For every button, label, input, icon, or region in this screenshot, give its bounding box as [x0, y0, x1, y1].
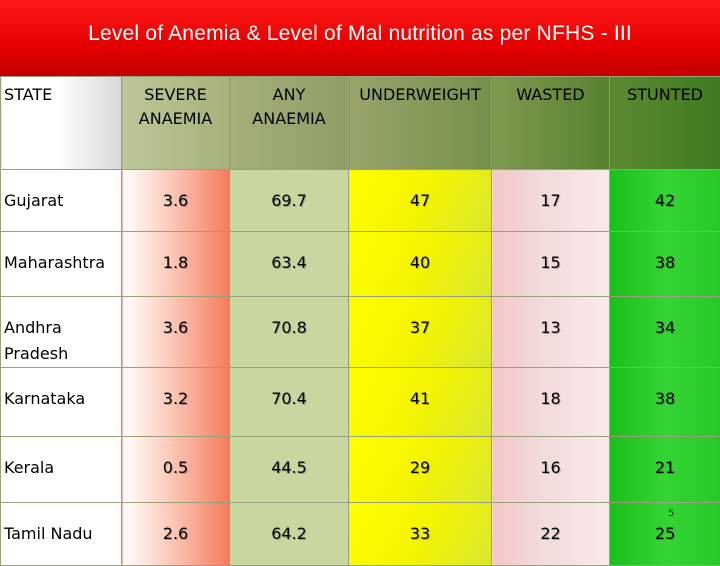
table-row: Kerala 0.5 44.5 29 16 21 — [1, 437, 720, 503]
header-stunted: STUNTED — [610, 77, 720, 170]
cell-stunted: 38 — [610, 368, 720, 437]
table-row: Andhra Pradesh 3.6 70.8 37 13 34 — [1, 297, 720, 368]
cell-underweight: 29 — [349, 437, 492, 503]
cell-stunted: 42 — [610, 170, 720, 232]
cell-underweight: 41 — [349, 368, 492, 437]
cell-state: Karnataka — [1, 368, 122, 437]
cell-wasted: 22 — [492, 503, 610, 566]
cell-state: Tamil Nadu — [1, 503, 122, 566]
header-wasted: WASTED — [492, 77, 610, 170]
cell-state: Kerala — [1, 437, 122, 503]
cell-severe-anaemia: 3.2 — [122, 368, 230, 437]
cell-underweight: 37 — [349, 297, 492, 368]
cell-underweight: 33 — [349, 503, 492, 566]
cell-any-anaemia: 44.5 — [230, 437, 349, 503]
cell-wasted: 18 — [492, 368, 610, 437]
cell-any-anaemia: 69.7 — [230, 170, 349, 232]
cell-state: Maharashtra — [1, 232, 122, 297]
cell-wasted: 17 — [492, 170, 610, 232]
table-row: Maharashtra 1.8 63.4 40 15 38 — [1, 232, 720, 297]
cell-severe-anaemia: 0.5 — [122, 437, 230, 503]
cell-stunted: 25 — [610, 503, 720, 566]
cell-state: Andhra Pradesh — [1, 297, 122, 368]
header-underweight: UNDERWEIGHT — [349, 77, 492, 170]
cell-wasted: 15 — [492, 232, 610, 297]
cell-stunted: 34 — [610, 297, 720, 368]
cell-underweight: 40 — [349, 232, 492, 297]
title-bar: Level of Anemia & Level of Mal nutrition… — [0, 0, 720, 76]
cell-severe-anaemia: 3.6 — [122, 170, 230, 232]
cell-underweight: 47 — [349, 170, 492, 232]
cell-any-anaemia: 64.2 — [230, 503, 349, 566]
cell-severe-anaemia: 1.8 — [122, 232, 230, 297]
cell-state: Gujarat — [1, 170, 122, 232]
cell-any-anaemia: 70.4 — [230, 368, 349, 437]
header-state: STATE — [1, 77, 122, 170]
cell-stunted: 21 — [610, 437, 720, 503]
cell-stunted: 38 — [610, 232, 720, 297]
cell-wasted: 16 — [492, 437, 610, 503]
cell-wasted: 13 — [492, 297, 610, 368]
cell-severe-anaemia: 2.6 — [122, 503, 230, 566]
table-row: Karnataka 3.2 70.4 41 18 38 — [1, 368, 720, 437]
page-number: 5 — [668, 508, 674, 519]
table-row: Gujarat 3.6 69.7 47 17 42 — [1, 170, 720, 232]
cell-severe-anaemia: 3.6 — [122, 297, 230, 368]
table-row: Tamil Nadu 2.6 64.2 33 22 25 — [1, 503, 720, 566]
slide-title: Level of Anemia & Level of Mal nutrition… — [0, 22, 720, 46]
cell-any-anaemia: 63.4 — [230, 232, 349, 297]
cell-any-anaemia: 70.8 — [230, 297, 349, 368]
